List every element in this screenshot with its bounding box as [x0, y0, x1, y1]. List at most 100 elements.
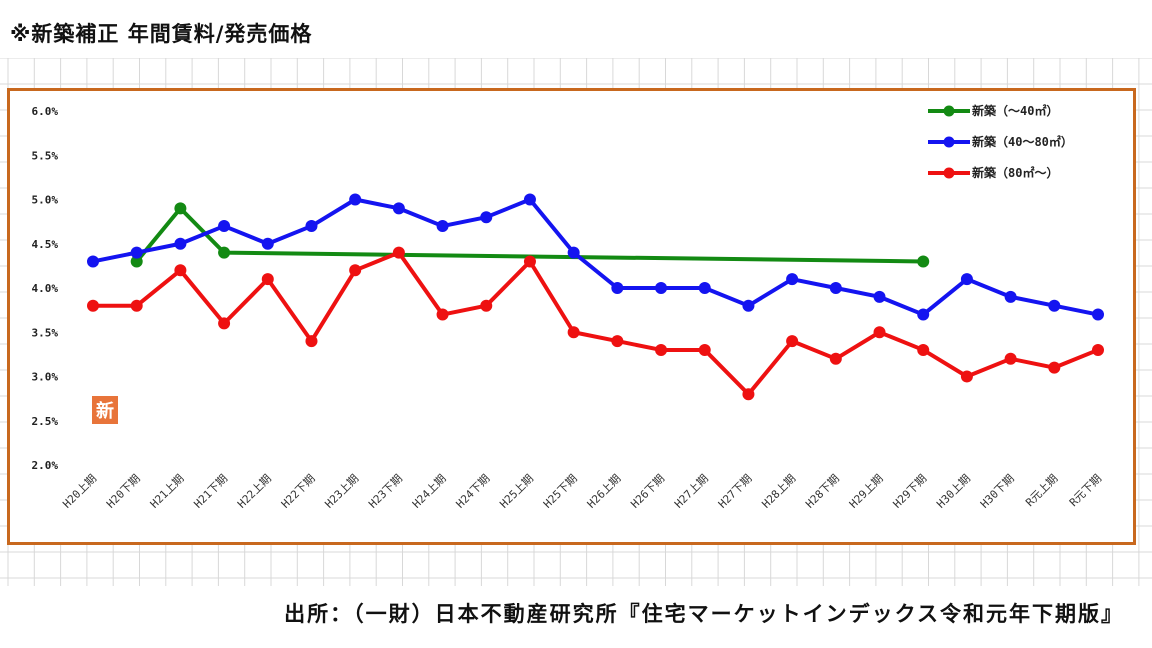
data-point — [698, 343, 711, 356]
x-tick-label: H28下期 — [803, 472, 842, 511]
series-line-1 — [92, 197, 1099, 317]
y-tick-label: 5.0% — [32, 194, 59, 207]
data-point — [218, 317, 231, 330]
y-tick-label: 6.0% — [32, 105, 59, 118]
data-point — [87, 255, 99, 268]
x-tick-label: H24下期 — [454, 472, 493, 511]
page-title: ※新築補正 年間賃料/発売価格 — [10, 22, 313, 46]
data-point — [436, 308, 449, 321]
data-point — [829, 282, 842, 294]
y-tick-label: 5.5% — [32, 149, 59, 162]
data-point — [218, 220, 231, 233]
data-point — [917, 343, 930, 356]
data-point — [480, 211, 493, 224]
x-tick-label: H28上期 — [759, 472, 798, 511]
data-point — [1092, 308, 1104, 321]
x-tick-label: H29下期 — [891, 472, 930, 511]
data-point — [1048, 361, 1061, 374]
x-tick-label: H29上期 — [847, 472, 886, 511]
data-point — [261, 273, 274, 286]
data-point — [1048, 299, 1061, 312]
x-tick-label: R元上期 — [1023, 472, 1060, 509]
data-point — [349, 264, 362, 277]
series-line-0 — [135, 206, 924, 264]
legend-marker — [943, 105, 955, 117]
data-point — [698, 282, 711, 294]
data-point — [523, 193, 536, 206]
data-point — [611, 335, 624, 348]
x-tick-label: H20上期 — [60, 472, 99, 511]
data-point — [130, 299, 143, 312]
x-tick-label: H27上期 — [672, 472, 711, 511]
legend-label: 新築（80㎡～） — [972, 165, 1058, 180]
y-tick-label: 2.5% — [32, 415, 59, 428]
data-point — [960, 273, 973, 286]
data-point — [960, 370, 973, 383]
line-chart: 6.0% 5.5% 5.0% 4.5% 4.0% 3.5% 3.0% 2.5% 2.0% H20… — [32, 103, 1105, 511]
data-point — [873, 290, 886, 303]
data-point — [87, 299, 99, 312]
data-point — [392, 202, 405, 215]
legend-label: 新築（40～80㎡） — [972, 134, 1073, 149]
x-tick-label: H23下期 — [366, 472, 405, 511]
data-point — [305, 220, 318, 233]
x-tick-label: H21下期 — [191, 472, 230, 511]
data-point — [655, 282, 668, 294]
x-tick-label: H26下期 — [628, 472, 667, 511]
data-point — [130, 246, 143, 259]
y-tick-label: 2.0% — [32, 459, 59, 472]
data-point — [218, 246, 231, 259]
data-point — [917, 255, 930, 268]
data-point — [174, 264, 187, 277]
data-point — [1092, 343, 1104, 356]
y-tick-label: 3.0% — [32, 371, 59, 384]
x-tick-label: H22上期 — [235, 472, 274, 511]
new-badge-label: 新 — [96, 400, 114, 422]
series-line-2 — [93, 250, 1099, 397]
x-tick-label: R元下期 — [1067, 472, 1104, 509]
data-point — [174, 202, 187, 215]
data-point — [786, 335, 799, 348]
data-point — [261, 237, 274, 250]
data-point — [829, 352, 842, 365]
data-point — [174, 237, 187, 250]
x-tick-label: H30上期 — [934, 472, 973, 511]
x-tick-label: H22下期 — [279, 472, 318, 511]
data-point — [349, 193, 362, 206]
legend-marker — [943, 136, 955, 148]
x-tick-label: H25上期 — [497, 472, 536, 511]
x-tick-label: H27下期 — [716, 472, 755, 511]
data-point — [436, 220, 449, 233]
legend-label: 新築（～40㎡） — [972, 103, 1058, 118]
y-tick-label: 4.5% — [32, 238, 59, 251]
data-point — [1004, 352, 1017, 365]
data-point — [305, 335, 318, 348]
data-point — [873, 326, 886, 339]
data-point — [130, 255, 143, 268]
legend-marker — [943, 167, 955, 179]
x-tick-label: H21上期 — [148, 472, 187, 511]
data-point — [480, 299, 493, 312]
x-tick-label: H26上期 — [585, 472, 624, 511]
x-tick-label: H25下期 — [541, 472, 580, 511]
data-point — [655, 343, 668, 356]
data-point — [1004, 290, 1017, 303]
x-tick-label: H30下期 — [978, 472, 1017, 511]
data-point — [786, 273, 799, 286]
y-tick-label: 3.5% — [32, 326, 59, 339]
y-tick-label: 4.0% — [32, 282, 59, 295]
x-tick-label: H23上期 — [322, 472, 361, 511]
chart-frame: 6.0% 5.5% 5.0% 4.5% 4.0% 3.5% 3.0% 2.5% 2.0% H20… — [7, 88, 1136, 545]
new-badge — [92, 396, 118, 424]
data-point — [742, 388, 755, 401]
data-point — [523, 255, 536, 268]
data-point — [917, 308, 930, 321]
source-citation: 出所：（一財）日本不動産研究所『住宅マーケットインデックス令和元年下期版』 — [284, 602, 1124, 626]
data-point — [567, 326, 580, 339]
x-tick-label: H20下期 — [104, 472, 143, 511]
data-point — [567, 246, 580, 259]
data-point — [742, 299, 755, 312]
x-tick-label: H24上期 — [410, 472, 449, 511]
data-point — [611, 282, 624, 294]
data-point — [392, 246, 405, 259]
